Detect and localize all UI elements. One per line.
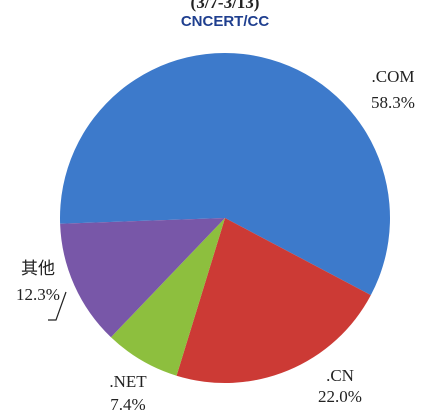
pie-slice — [60, 52, 390, 296]
pie-slice — [60, 218, 226, 338]
value-label: 12.3% — [16, 285, 60, 304]
chart-title: (3/7-3/13) — [191, 0, 260, 12]
slice-label: .COM — [372, 67, 415, 86]
leader-line — [48, 291, 67, 321]
chart-subtitle: CNCERT/CC — [181, 13, 269, 30]
slice-label: .NET — [109, 372, 147, 391]
pie-slice — [110, 218, 225, 376]
value-label: 58.3% — [371, 93, 415, 112]
pie-slice — [176, 218, 371, 383]
slice-label: 其他 — [21, 259, 55, 278]
value-label: 7.4% — [110, 395, 145, 414]
slice-label: .CN — [326, 366, 354, 385]
value-label: 22.0% — [318, 387, 362, 406]
